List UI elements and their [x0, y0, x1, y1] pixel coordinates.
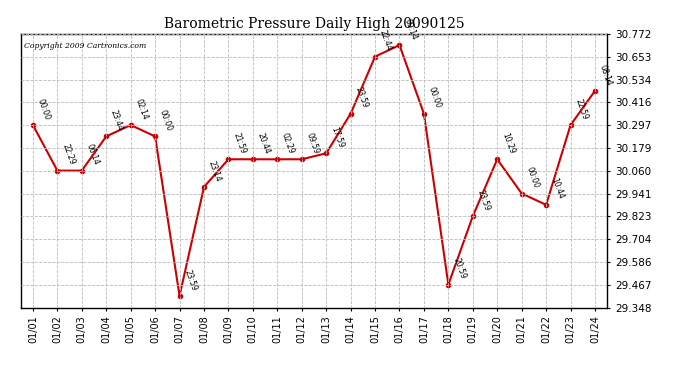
Text: 22:59: 22:59: [573, 98, 589, 121]
Text: 23:14: 23:14: [207, 159, 223, 183]
Text: 09:59: 09:59: [304, 131, 320, 155]
Text: 23:59: 23:59: [353, 86, 369, 109]
Text: 00:00: 00:00: [524, 166, 540, 189]
Text: 23:44: 23:44: [109, 109, 125, 132]
Title: Barometric Pressure Daily High 20090125: Barometric Pressure Daily High 20090125: [164, 17, 464, 31]
Text: 20:59: 20:59: [451, 257, 467, 280]
Text: 22:29: 22:29: [60, 143, 76, 166]
Text: Copyright 2009 Cartronics.com: Copyright 2009 Cartronics.com: [23, 42, 146, 50]
Text: 08:14: 08:14: [598, 63, 613, 87]
Text: 00:00: 00:00: [426, 86, 443, 109]
Text: 00:00: 00:00: [36, 97, 52, 121]
Text: 00:00: 00:00: [158, 108, 174, 132]
Text: 22:44: 22:44: [378, 29, 394, 53]
Text: 09:14: 09:14: [402, 17, 418, 41]
Text: 02:29: 02:29: [280, 132, 296, 155]
Text: 23:59: 23:59: [475, 188, 491, 212]
Text: 10:29: 10:29: [500, 132, 516, 155]
Text: 20:44: 20:44: [255, 132, 272, 155]
Text: 23:59: 23:59: [182, 268, 198, 292]
Text: 10:44: 10:44: [549, 177, 565, 201]
Text: 02:14: 02:14: [133, 98, 149, 121]
Text: 21:59: 21:59: [231, 132, 247, 155]
Text: 17:59: 17:59: [329, 126, 345, 149]
Text: 06:14: 06:14: [85, 143, 101, 166]
